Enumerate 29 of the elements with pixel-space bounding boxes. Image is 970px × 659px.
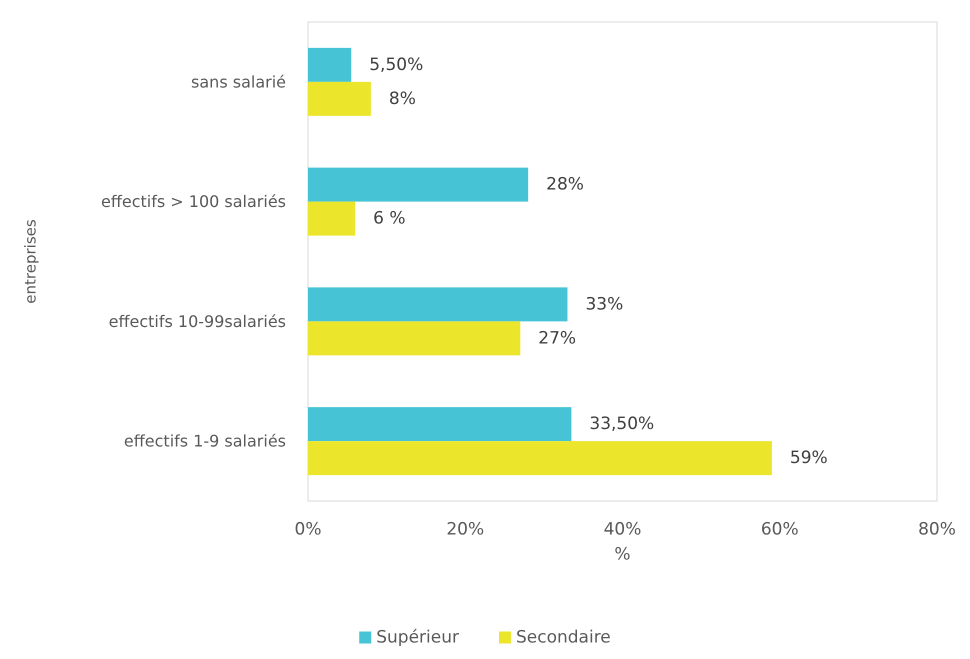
bar — [308, 287, 568, 322]
x-tick-label: 60% — [760, 520, 799, 540]
legend-label: Supérieur — [376, 628, 459, 648]
data-label: 59% — [790, 448, 828, 468]
y-tick-label: sans salarié — [191, 72, 286, 92]
bar — [308, 82, 371, 116]
data-label: 28% — [546, 174, 584, 195]
y-axis-title: entreprises — [22, 219, 40, 304]
data-label: 5,50% — [369, 54, 424, 75]
y-tick-label: effectifs 1-9 salariés — [124, 432, 286, 451]
y-tick-label: effectifs 10-99salariés — [108, 312, 286, 331]
bar — [308, 407, 572, 442]
data-label: 6 % — [373, 208, 406, 229]
x-axis-title: % — [614, 544, 631, 564]
legend-label: Secondaire — [516, 628, 611, 648]
bar — [308, 321, 520, 356]
x-tick-label: 0% — [294, 520, 322, 540]
bar — [308, 168, 528, 202]
x-tick-label: 40% — [604, 520, 642, 540]
bar — [308, 202, 356, 236]
bar — [308, 441, 772, 476]
bar — [308, 48, 352, 82]
x-tick-label: 80% — [918, 520, 956, 540]
data-label: 33,50% — [589, 414, 654, 434]
data-label: 8% — [388, 88, 416, 109]
y-tick-label: effectifs > 100 salariés — [101, 192, 286, 212]
data-label: 33% — [585, 294, 624, 314]
x-tick-label: 20% — [446, 520, 484, 540]
data-label: 27% — [538, 328, 576, 348]
